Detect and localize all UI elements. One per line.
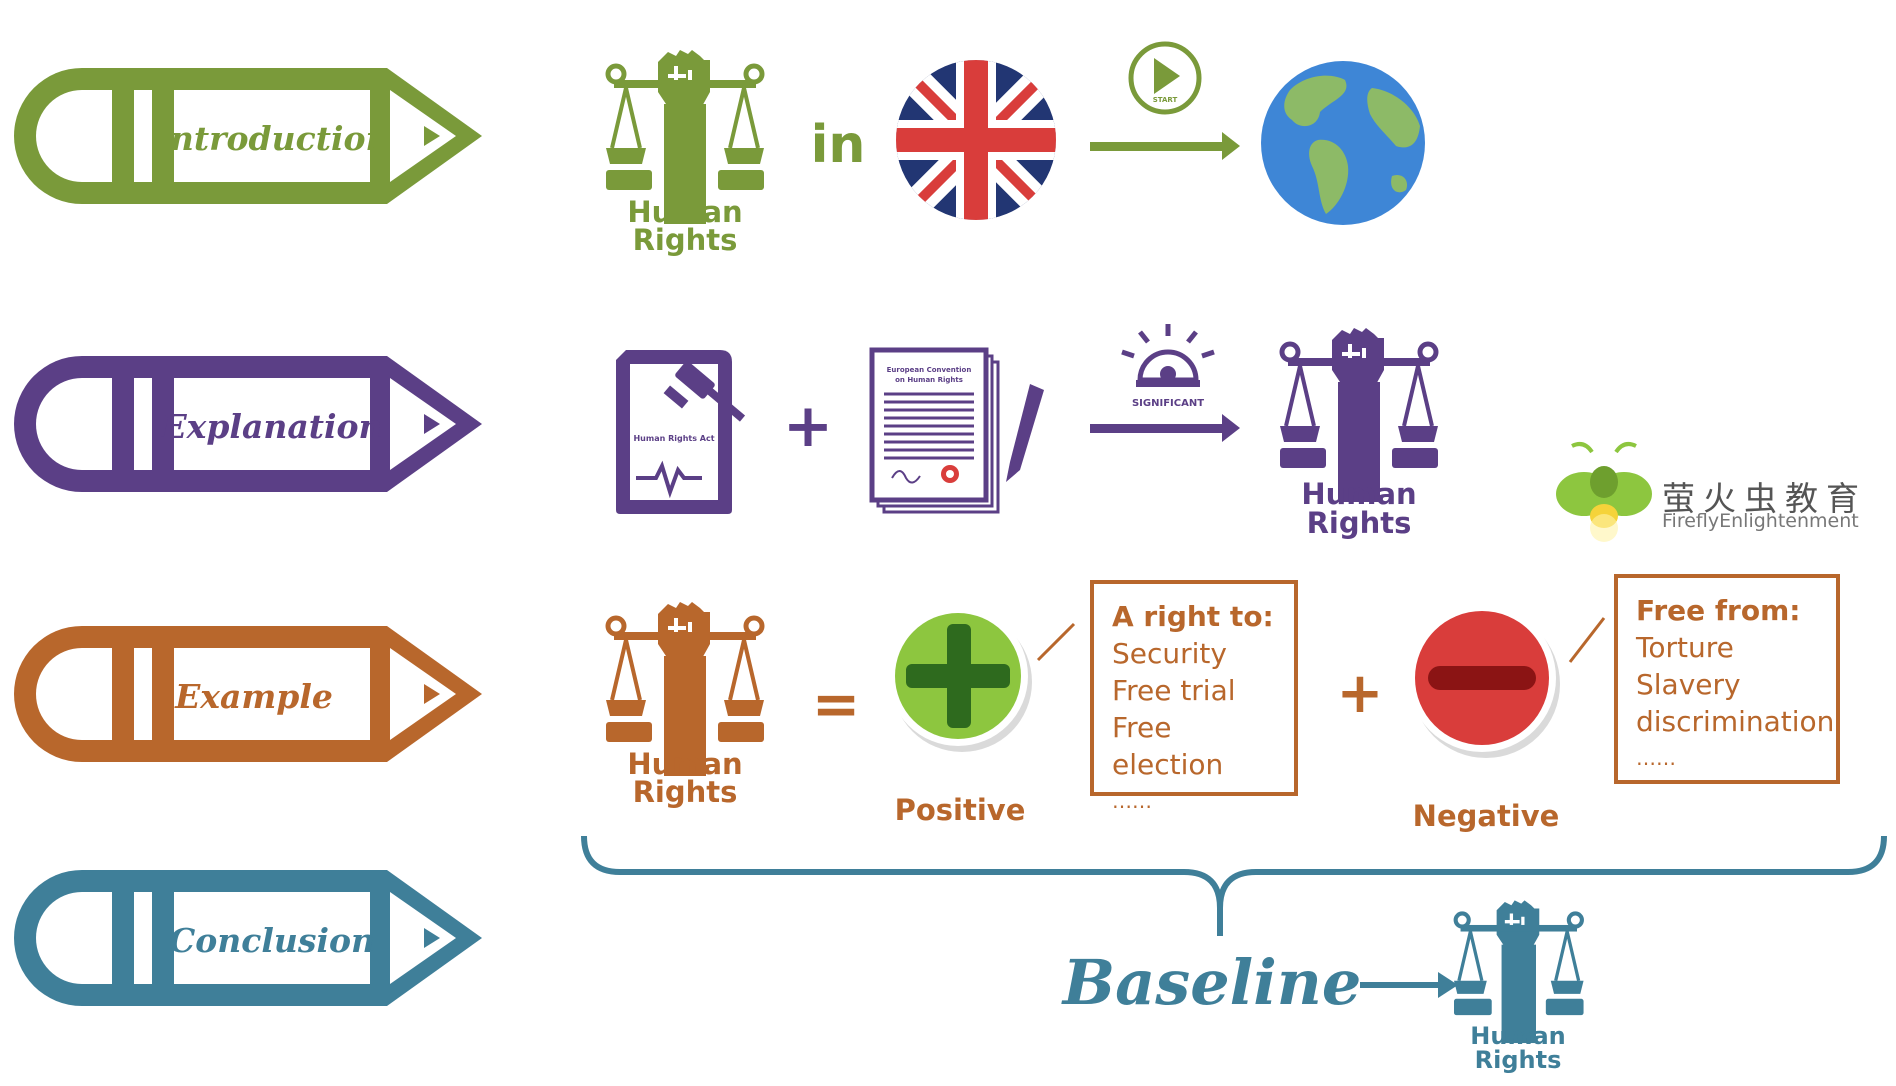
negative-item: Torture xyxy=(1636,631,1734,664)
positive-item: …… xyxy=(1112,789,1152,813)
minus-circle-icon xyxy=(1408,604,1560,758)
step-conclusion: Conclusion xyxy=(14,870,482,1006)
positive-rights-box: A right to: Security Free trial Free ele… xyxy=(1090,580,1298,813)
globe-icon xyxy=(1261,61,1425,225)
significant-label: SIGNIFICANT xyxy=(1132,398,1204,409)
negative-item: …… xyxy=(1636,746,1676,770)
plus-sign-row2: + xyxy=(783,391,833,461)
european-convention-document-icon: European Convention on Human Rights xyxy=(869,347,1044,514)
doc-title-2: on Human Rights xyxy=(895,376,963,384)
positive-item: Free trial xyxy=(1112,674,1236,707)
step-conclusion-label: Conclusion xyxy=(169,921,375,960)
uk-flag-icon xyxy=(896,60,1056,220)
summary-brace xyxy=(581,835,1887,936)
step-example: Example xyxy=(14,626,482,762)
logo-english-text: FireflyEnlightenment xyxy=(1662,510,1859,532)
hr2-label-line1: Human xyxy=(1301,477,1416,511)
positive-label: Positive xyxy=(895,793,1026,827)
equals-sign: = xyxy=(812,670,861,738)
positive-item: Free election xyxy=(1112,711,1224,781)
step-example-label: Example xyxy=(174,677,333,716)
hr4-label-line2: Rights xyxy=(1475,1046,1562,1074)
baseline-arrow xyxy=(1360,972,1458,998)
negative-box-heading: Free from: xyxy=(1636,594,1801,627)
step-introduction: Introduction xyxy=(14,68,482,204)
human-rights-act-icon: Human Rights Act xyxy=(616,350,746,514)
hr3-label-line2: Rights xyxy=(633,775,738,809)
hr3-label-line1: Human xyxy=(627,747,742,781)
act-label: Human Rights Act xyxy=(633,434,714,443)
step-introduction-label: Introduction xyxy=(153,119,389,158)
human-rights-scales-icon-2 xyxy=(1280,328,1438,502)
hr4-label-line1: Human xyxy=(1470,1022,1565,1050)
step-explanation: Explanation xyxy=(14,356,482,492)
negative-rights-box: Free from: Torture Slavery discriminatio… xyxy=(1614,574,1840,784)
positive-box-heading: A right to: xyxy=(1112,600,1274,633)
significant-arrow: SIGNIFICANT xyxy=(1090,324,1240,442)
step-explanation-label: Explanation xyxy=(161,407,383,446)
firefly-logo-icon xyxy=(1556,442,1652,542)
doc-title-1: European Convention xyxy=(887,366,972,374)
start-arrow: START xyxy=(1090,41,1240,160)
plus-circle-icon xyxy=(888,606,1032,752)
baseline-label: Baseline xyxy=(1061,946,1362,1019)
negative-connector-line xyxy=(1568,617,1606,663)
start-label: START xyxy=(1153,96,1178,104)
positive-connector-line xyxy=(1036,622,1076,662)
plus-sign-row3: + xyxy=(1337,661,1384,726)
hr-label-line1: Human xyxy=(627,195,742,229)
hr2-label-line2: Rights xyxy=(1307,506,1412,540)
negative-item: discrimination xyxy=(1636,705,1835,738)
negative-item: Slavery xyxy=(1636,668,1741,701)
logo-chinese-text: 萤火虫教育 xyxy=(1662,479,1867,518)
connector-in: in xyxy=(811,115,866,175)
negative-label: Negative xyxy=(1413,799,1560,833)
hr-label-line2: Rights xyxy=(633,223,738,257)
positive-item: Security xyxy=(1112,637,1227,670)
